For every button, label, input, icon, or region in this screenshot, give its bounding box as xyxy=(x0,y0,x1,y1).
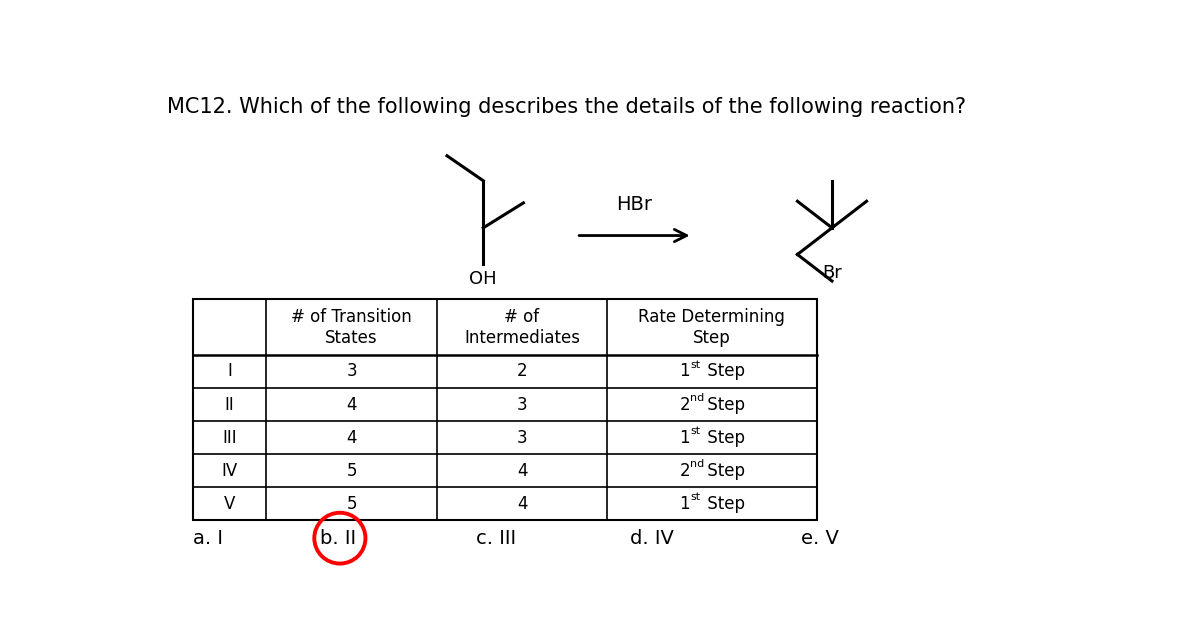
Text: st: st xyxy=(690,492,701,502)
Text: st: st xyxy=(690,426,701,436)
Text: V: V xyxy=(223,495,235,513)
Text: a. I: a. I xyxy=(193,529,223,547)
Text: b. II: b. II xyxy=(320,529,356,547)
Text: 4: 4 xyxy=(347,429,356,447)
Text: 5: 5 xyxy=(347,462,356,479)
Text: c. III: c. III xyxy=(475,529,516,547)
Text: # of Transition
States: # of Transition States xyxy=(292,308,412,347)
Text: 3: 3 xyxy=(346,362,356,381)
Text: nd: nd xyxy=(690,393,704,403)
Text: 4: 4 xyxy=(517,462,527,479)
Text: Rate Determining
Step: Rate Determining Step xyxy=(638,308,785,347)
Bar xyxy=(193,299,816,520)
Text: nd: nd xyxy=(690,459,704,469)
Text: 2: 2 xyxy=(517,362,527,381)
Text: HBr: HBr xyxy=(617,195,653,214)
Text: 4: 4 xyxy=(517,495,527,513)
Text: 2: 2 xyxy=(679,395,690,413)
Text: d. IV: d. IV xyxy=(630,529,674,547)
Text: 3: 3 xyxy=(517,429,527,447)
Text: 1: 1 xyxy=(679,495,690,513)
Text: 2: 2 xyxy=(679,462,690,479)
Text: Step: Step xyxy=(702,395,745,413)
Text: Step: Step xyxy=(702,462,745,479)
Text: III: III xyxy=(222,429,236,447)
Text: Step: Step xyxy=(702,495,745,513)
Text: OH: OH xyxy=(469,270,497,288)
Text: IV: IV xyxy=(221,462,238,479)
Text: st: st xyxy=(690,360,701,369)
Text: e. V: e. V xyxy=(802,529,839,547)
Text: Br: Br xyxy=(822,263,842,281)
Text: MC12. Which of the following describes the details of the following reaction?: MC12. Which of the following describes t… xyxy=(167,97,966,117)
Text: II: II xyxy=(224,395,234,413)
Text: 1: 1 xyxy=(679,429,690,447)
Text: 3: 3 xyxy=(517,395,527,413)
Text: # of
Intermediates: # of Intermediates xyxy=(464,308,580,347)
Text: Step: Step xyxy=(702,429,745,447)
Text: I: I xyxy=(227,362,232,381)
Text: 5: 5 xyxy=(347,495,356,513)
Text: 1: 1 xyxy=(679,362,690,381)
Text: Step: Step xyxy=(702,362,745,381)
Text: 4: 4 xyxy=(347,395,356,413)
